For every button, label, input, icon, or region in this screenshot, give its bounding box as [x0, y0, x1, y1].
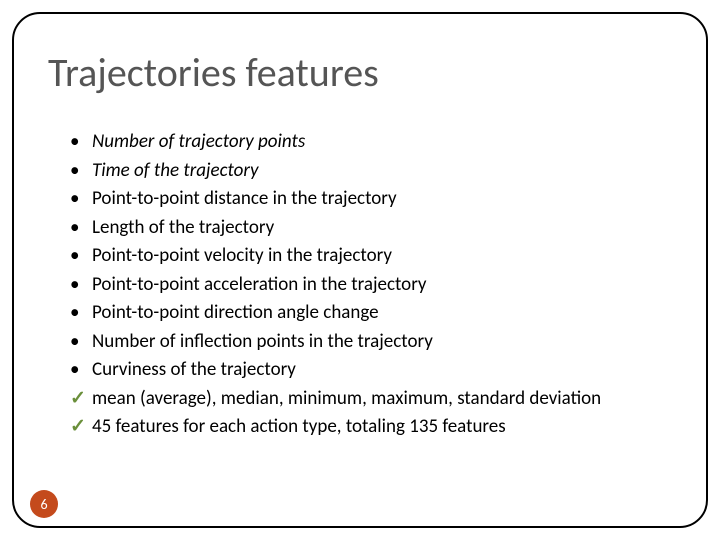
- bullet-item: • Point-to-point velocity in the traject…: [70, 242, 680, 271]
- bullet-item: • Number of trajectory points: [70, 128, 680, 157]
- check-marker-icon: ✓: [70, 413, 92, 442]
- bullet-text: Point-to-point velocity in the trajector…: [92, 242, 680, 271]
- bullet-item: • Point-to-point direction angle change: [70, 299, 680, 328]
- check-item: ✓ mean (average), median, minimum, maxim…: [70, 385, 680, 414]
- bullet-item: • Time of the trajectory: [70, 157, 680, 186]
- check-text: 45 features for each action type, totali…: [92, 413, 680, 442]
- check-marker-icon: ✓: [70, 385, 92, 414]
- bullet-text: Point-to-point distance in the trajector…: [92, 185, 680, 214]
- bullet-text: Number of inflection points in the traje…: [92, 328, 680, 357]
- bullet-marker-icon: •: [70, 128, 92, 157]
- bullet-text: Point-to-point acceleration in the traje…: [92, 271, 680, 300]
- bullet-marker-icon: •: [70, 242, 92, 271]
- bullet-item: • Point-to-point acceleration in the tra…: [70, 271, 680, 300]
- check-text: mean (average), median, minimum, maximum…: [92, 385, 680, 414]
- bullet-marker-icon: •: [70, 271, 92, 300]
- bullet-text: Length of the trajectory: [92, 214, 680, 243]
- bullet-marker-icon: •: [70, 328, 92, 357]
- bullet-text: Time of the trajectory: [92, 157, 680, 186]
- bullet-item: • Length of the trajectory: [70, 214, 680, 243]
- check-item: ✓ 45 features for each action type, tota…: [70, 413, 680, 442]
- slide-content: • Number of trajectory points • Time of …: [70, 128, 680, 442]
- bullet-item: • Number of inflection points in the tra…: [70, 328, 680, 357]
- bullet-marker-icon: •: [70, 299, 92, 328]
- bullet-marker-icon: •: [70, 185, 92, 214]
- bullet-marker-icon: •: [70, 157, 92, 186]
- bullet-text: Curviness of the trajectory: [92, 356, 680, 385]
- page-number: 6: [40, 496, 47, 513]
- bullet-text: Number of trajectory points: [92, 128, 680, 157]
- slide-title: Trajectories features: [48, 48, 379, 97]
- page-number-badge: 6: [30, 490, 58, 518]
- bullet-marker-icon: •: [70, 356, 92, 385]
- slide: Trajectories features • Number of trajec…: [0, 0, 720, 540]
- bullet-marker-icon: •: [70, 214, 92, 243]
- bullet-item: • Point-to-point distance in the traject…: [70, 185, 680, 214]
- bullet-text: Point-to-point direction angle change: [92, 299, 680, 328]
- bullet-item: • Curviness of the trajectory: [70, 356, 680, 385]
